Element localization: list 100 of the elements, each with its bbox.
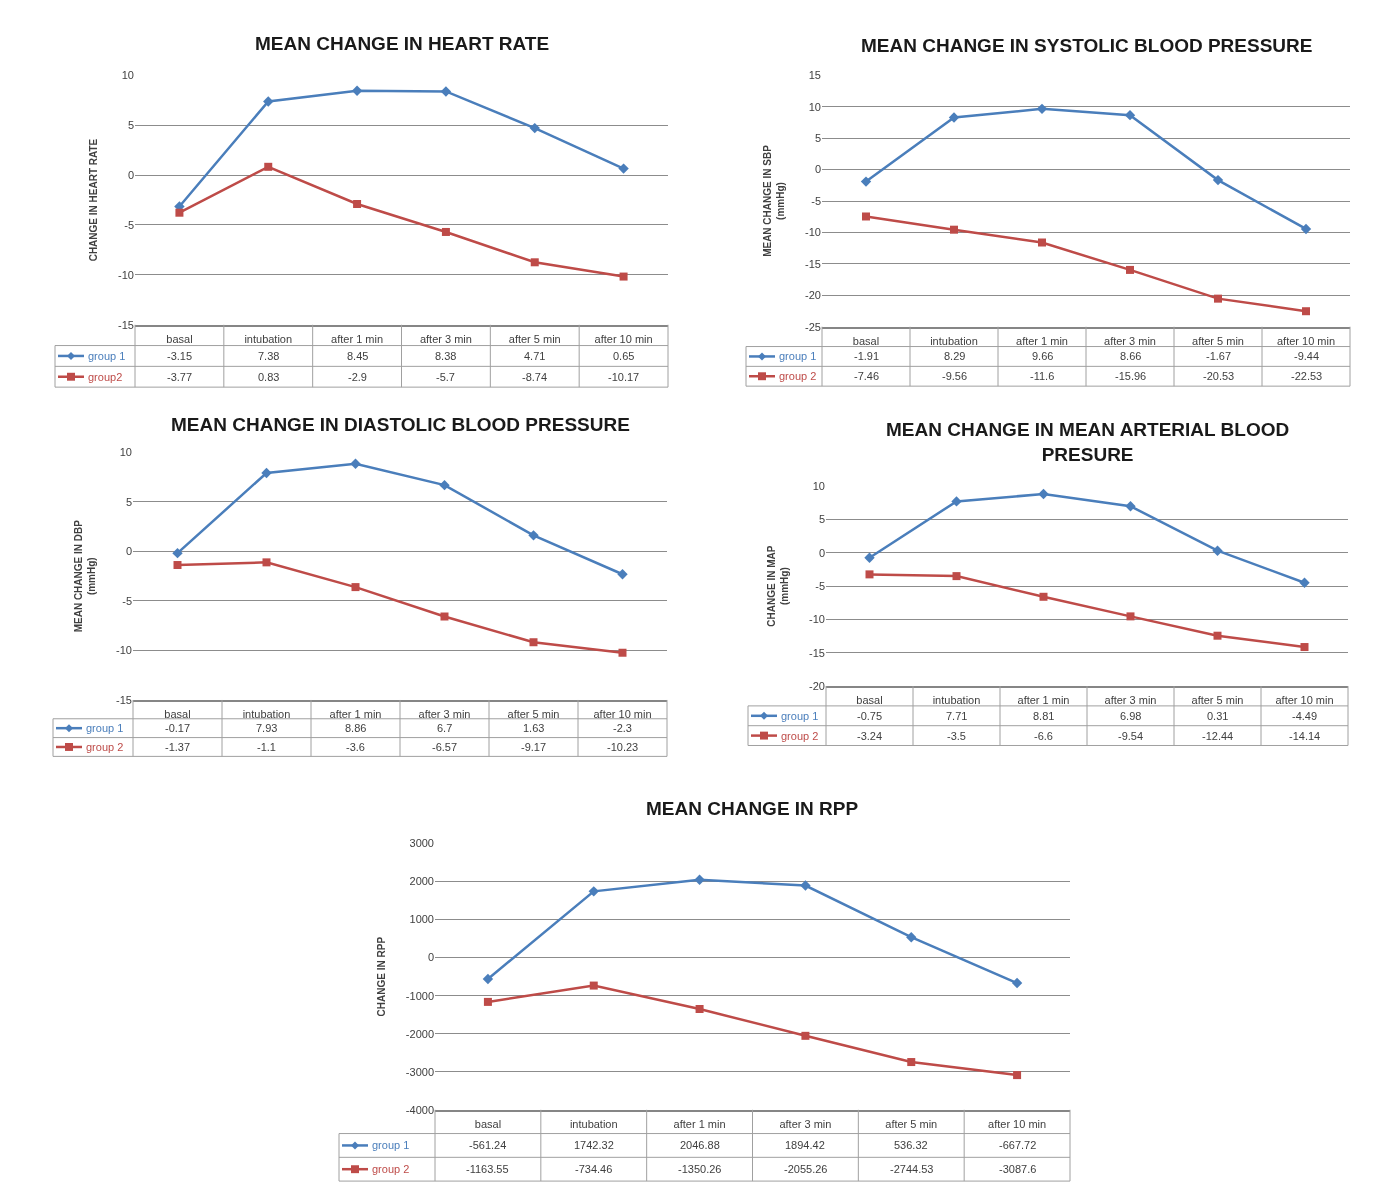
data-label: -3.77 [167,371,193,383]
legend-label: group 1 [86,722,124,734]
y-tick-label: 2000 [409,875,434,888]
point [619,272,628,281]
point [1011,977,1023,989]
data-label: 8.81 [1033,710,1055,722]
data-label: -1.1 [257,741,276,753]
data-label: 8.66 [1120,350,1142,362]
x-tick-label: basal [852,334,880,347]
point [1213,631,1222,640]
y-axis-title: MEAN CHANGE IN DBP (mmHg) [73,519,98,633]
data-label: -2.9 [348,371,367,383]
data-label: 0.83 [258,371,280,383]
chart-title: MEAN CHANGE IN MEAN ARTERIAL BLOOD PRESURE [886,419,1290,465]
point [529,122,540,134]
x-tick-label: basal [474,1117,502,1130]
y-tick-label: -5 [124,218,134,231]
point [1300,643,1309,652]
point [695,1005,704,1013]
point [175,208,184,217]
data-label: -667.72 [999,1139,1037,1151]
point [1302,307,1310,316]
chart-title: MEAN CHANGE IN DIASTOLIC BLOOD PRESSURE [171,414,630,435]
y-tick-label: -5 [811,194,821,207]
data-label: -1.91 [854,350,880,362]
y-tick-label: 10 [812,479,825,492]
data-label: -3.15 [167,350,193,362]
point [801,1031,810,1040]
point [530,258,539,267]
x-tick-label: after 5 min [507,707,560,720]
point [862,212,870,221]
point [173,561,182,570]
legend-label: group 2 [781,730,819,742]
y-tick-label: 10 [119,446,132,459]
point [906,932,917,943]
y-tick-label: 0 [125,545,132,558]
y-tick-label: -10 [805,226,821,239]
data-label: 4.71 [524,350,546,362]
data-label: -5.7 [436,371,455,383]
data-label: -9.17 [521,741,547,753]
point [264,162,273,171]
data-label: -0.17 [165,722,191,734]
point [1126,265,1134,274]
x-tick-label: after 3 min [779,1117,832,1130]
y-axis-title: CHANGE IN RPP [375,936,387,1017]
point [262,558,271,567]
data-label: -3.6 [346,741,365,753]
data-label: 8.86 [345,722,367,734]
x-tick-label: after 3 min [1104,334,1156,347]
x-tick-label: intubation [242,707,291,720]
x-tick-label: intubation [244,332,293,345]
y-tick-label: -3000 [405,1065,434,1078]
y-tick-label: -1000 [405,989,434,1002]
y-tick-label: -15 [116,693,132,706]
point [441,227,450,236]
legend-label: group 1 [372,1139,410,1151]
point [528,530,539,541]
point [351,85,363,96]
data-label: -22.53 [1291,370,1323,382]
x-tick-label: basal [166,332,193,345]
point [1036,103,1048,115]
data-label: -6.6 [1034,730,1053,742]
point [951,496,962,507]
chart-title: MEAN CHANGE IN RPP [646,798,859,819]
point [860,176,872,187]
x-tick-label: after 3 min [418,707,471,720]
x-tick-label: basal [856,694,883,707]
point [864,552,875,563]
y-tick-label: 0 [427,951,434,964]
data-label: -2055.26 [784,1163,828,1175]
y-tick-label: 5 [818,513,825,526]
data-label: 9.66 [1032,350,1054,362]
data-label: -10.23 [607,741,639,753]
y-tick-label: 15 [808,69,821,82]
point [907,1058,916,1067]
point [948,112,960,123]
point [865,570,874,579]
x-tick-label: after 5 min [1191,694,1244,707]
data-label: -11.6 [1030,370,1055,382]
data-label: -9.56 [942,370,968,382]
chart-title: MEAN CHANGE IN HEART RATE [255,33,550,54]
y-tick-label: -5 [815,579,825,592]
data-label: -8.74 [522,371,548,383]
point [1038,488,1049,500]
x-tick-label: after 10 min [1275,694,1334,707]
y-tick-label: -5 [122,594,132,607]
point [618,163,629,174]
data-label: -20.53 [1203,370,1235,382]
data-label: 8.38 [435,350,457,362]
point [439,479,450,491]
y-tick-label: -15 [805,257,821,270]
y-tick-label: -20 [809,679,825,692]
point [1299,577,1310,588]
point [1126,612,1135,621]
legend-label: group 1 [779,350,817,362]
data-label: -3087.6 [999,1163,1037,1175]
point [1300,223,1312,235]
legend-label: group 2 [372,1163,410,1175]
point [1038,238,1046,247]
data-label: -561.24 [469,1139,507,1151]
